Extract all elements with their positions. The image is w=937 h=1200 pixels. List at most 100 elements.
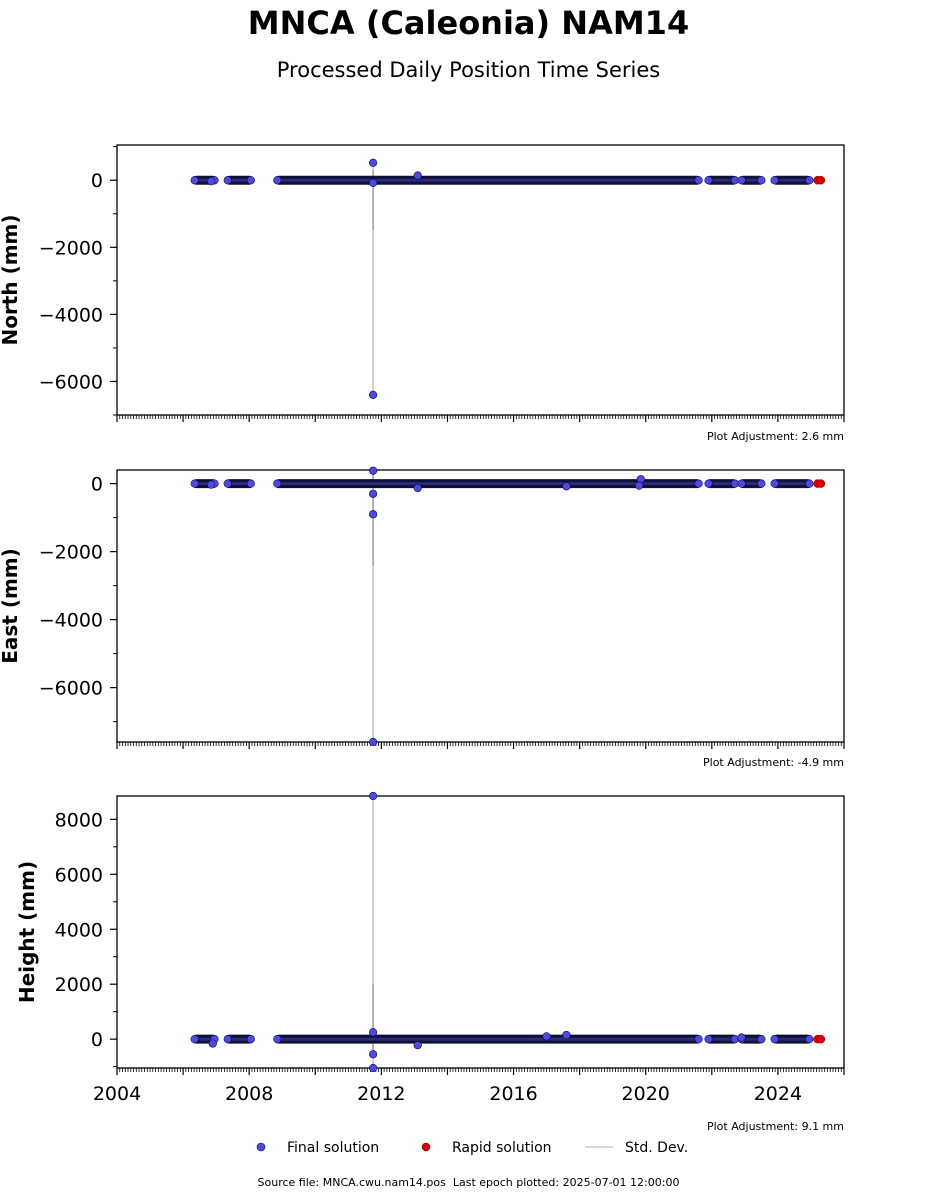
final-solution-point [413,171,422,180]
final-solution-point [770,479,779,488]
y-tick-label: 0 [91,474,103,496]
final-solution-point [208,1039,217,1048]
rapid-solution-point [816,479,826,488]
final-solution-point [369,390,378,399]
legend: Final solution Rapid solution Std. Dev. [256,1140,688,1156]
plot-adjustment-label: Plot Adjustment: -4.9 mm [703,756,844,769]
y-tick-label: 0 [91,1029,103,1051]
final-solution-point [737,1033,746,1042]
final-solution-point [246,176,255,185]
final-solution-point [369,1050,378,1059]
x-tick-label: 2008 [225,1083,273,1105]
final-solution-point [757,176,766,185]
final-solution-point [369,158,378,167]
final-solution-band-core [707,482,736,486]
plot-frame [116,795,845,1069]
final-solution-band-core [707,178,736,182]
y-tick-label: 6000 [55,864,103,886]
final-solution-point [207,177,216,186]
final-solution-band-core [740,178,763,182]
final-solution-point [369,466,378,475]
final-solution-point [704,176,713,185]
rapid-solution-point [816,175,826,185]
final-solution-band-core [773,482,811,486]
y-tick-label: −2000 [39,237,103,259]
y-tick-label: −2000 [39,542,103,564]
final-solution-band-core [193,178,216,182]
y-tick-label: 4000 [55,919,103,941]
panel-east: 0 −2000 −4000 −6000 East (mm) Plot Adjustment… [0,466,845,769]
plot-adjustment-label: Plot Adjustment: 2.6 mm [707,430,844,443]
final-solution-point [562,482,571,491]
final-solution-point [246,479,255,488]
final-solution-point [369,737,378,747]
panel-north: 0 −2000 −4000 −6000 North (mm) Plot Adjustmen… [0,144,845,443]
y-tick-label: −4000 [39,610,103,632]
chart-title: MNCA (Caleonia) NAM14 [247,4,690,42]
legend-final-marker [256,1142,266,1152]
final-solution-band-core [707,1037,736,1041]
final-solution-point [805,479,814,488]
final-solution-point [369,1063,378,1073]
x-tick-label: 2012 [357,1083,405,1105]
final-solution-point [805,1035,814,1044]
final-solution-point [757,1035,766,1044]
y-tick-label: −4000 [39,304,103,326]
plot-frame [116,469,845,743]
y-tick-label: 0 [91,170,103,192]
final-solution-band-core [193,1037,216,1041]
panel-height: 8000 6000 4000 2000 0 2004 2008 2012 2016 2020 202… [15,791,845,1133]
final-solution-point [704,1035,713,1044]
final-solution-band-core [740,1037,763,1041]
final-solution-point [737,176,746,185]
final-solution-band-core [740,482,763,486]
final-solution-point [413,483,422,493]
final-solution-point [369,178,378,188]
final-solution-point [207,480,216,489]
y-axis-label: Height (mm) [15,861,39,1003]
final-solution-point [273,1035,282,1044]
legend-rapid-marker [421,1142,431,1152]
final-solution-point [369,510,378,519]
final-solution-point [562,1030,571,1040]
final-solution-band-core [773,178,811,182]
final-solution-band-core [773,1037,811,1041]
final-solution-point [369,489,378,498]
final-solution-point [770,176,779,185]
final-solution-point [190,479,199,488]
final-solution-point [369,1028,378,1037]
y-tick-label: 8000 [55,809,103,831]
final-solution-point [369,791,378,801]
plot-adjustment-label: Plot Adjustment: 9.1 mm [707,1120,844,1133]
x-tick-label: 2020 [622,1083,670,1105]
final-solution-band-core [226,178,252,182]
chart-subtitle: Processed Daily Position Time Series [276,58,661,82]
final-solution-point [805,176,814,185]
legend-stddev-label: Std. Dev. [625,1140,688,1156]
final-solution-point [413,1041,422,1050]
final-solution-point [635,481,644,490]
plot-frame [116,144,845,416]
final-solution-point [223,176,232,185]
final-solution-point [273,176,282,185]
final-solution-point [694,479,703,488]
legend-rapid-label: Rapid solution [452,1140,552,1156]
final-solution-band-core [276,178,700,182]
final-solution-point [757,479,766,488]
x-tick-label: 2004 [93,1083,141,1105]
final-solution-point [190,176,199,185]
y-tick-label: 2000 [55,974,103,996]
x-tick-label: 2024 [754,1083,802,1105]
final-solution-band-core [193,482,216,486]
y-axis-label: East (mm) [0,548,22,664]
y-tick-label: −6000 [39,678,103,700]
final-solution-point [273,479,282,488]
y-axis-label: North (mm) [0,214,22,345]
final-solution-band-core [276,1037,700,1041]
final-solution-point [542,1032,551,1041]
y-tick-label: −6000 [39,371,103,393]
rapid-solution-point [816,1034,826,1044]
source-footer: Source file: MNCA.cwu.nam14.pos Last epo… [257,1176,680,1189]
final-solution-point [223,479,232,488]
